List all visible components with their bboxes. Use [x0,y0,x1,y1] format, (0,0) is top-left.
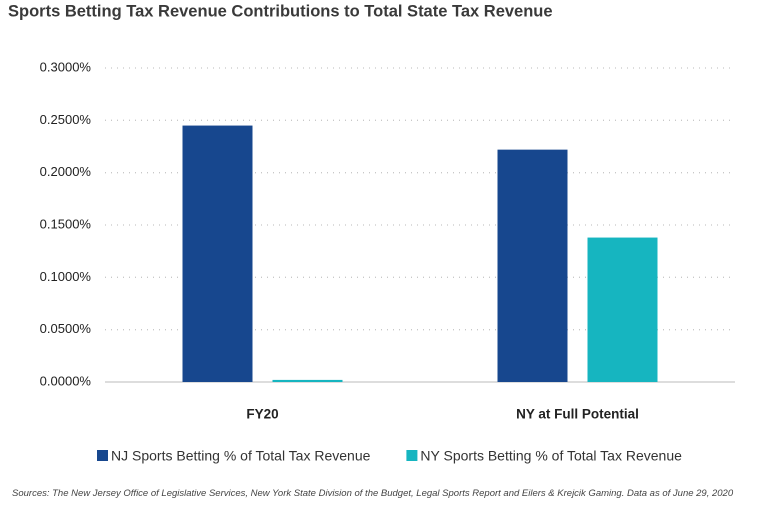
bar [497,149,568,382]
chart-title: Sports Betting Tax Revenue Contributions… [8,2,553,20]
bar [272,379,343,382]
bar [587,237,658,382]
y-tick-label: 0.1500% [40,216,92,231]
chart: Sports Betting Tax Revenue Contributions… [8,2,735,464]
x-tick-label: NY at Full Potential [516,407,639,422]
legend-swatch [97,450,108,461]
bar [182,125,253,383]
y-tick-label: 0.0500% [40,321,92,336]
y-tick-label: 0.3000% [40,59,92,74]
legend-swatch [406,450,418,461]
y-tick-label: 0.0000% [40,373,92,388]
y-tick-label: 0.1000% [40,269,92,284]
legend-label: NJ Sports Betting % of Total Tax Revenue [111,448,371,464]
y-tick-label: 0.2500% [40,112,92,127]
x-tick-label: FY20 [246,407,278,422]
y-tick-label: 0.2000% [40,164,92,179]
source-note: Sources: The New Jersey Office of Legisl… [12,488,734,499]
legend-label: NY Sports Betting % of Total Tax Revenue [420,448,682,464]
